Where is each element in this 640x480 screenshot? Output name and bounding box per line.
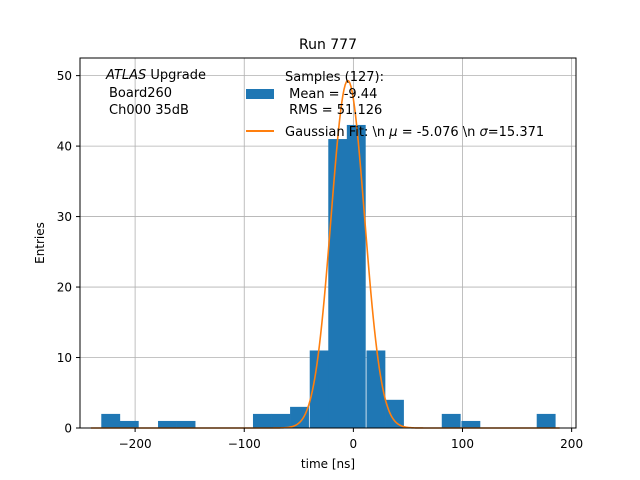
x-axis-ticks: −200 −100 0 100 200 bbox=[119, 428, 583, 451]
histogram-bar-14 bbox=[536, 413, 556, 428]
y-tick-label-3: 30 bbox=[57, 210, 72, 224]
legend: Samples (127): Mean = -9.44 RMS = 51.126… bbox=[246, 70, 544, 140]
x-tick-label-4: 200 bbox=[560, 437, 583, 451]
annotation-atlas-italic: ATLAS bbox=[105, 68, 146, 83]
y-axis-ticks: 0 10 20 30 40 50 bbox=[57, 69, 80, 436]
y-tick-label-0: 0 bbox=[64, 422, 72, 436]
y-tick-label-5: 50 bbox=[57, 69, 72, 83]
histogram-bar-0 bbox=[101, 413, 121, 428]
annotation-line-3: Ch000 35dB bbox=[109, 103, 189, 118]
annotation-line-1: ATLAS Upgrade bbox=[105, 68, 206, 83]
histogram-bar-2 bbox=[158, 420, 177, 428]
histogram-bar-6 bbox=[290, 406, 309, 428]
histogram-bar-8 bbox=[328, 139, 348, 429]
legend-fit-mu: μ bbox=[388, 125, 397, 140]
legend-fit-part-2: = -5.076 \n bbox=[398, 125, 480, 140]
plot-frame bbox=[79, 57, 577, 429]
histogram-bar-3 bbox=[176, 420, 196, 428]
histogram-bar-5 bbox=[271, 413, 291, 428]
histogram-bar-9 bbox=[346, 124, 366, 428]
histogram-bar-13 bbox=[461, 420, 481, 428]
x-tick-label-1: −100 bbox=[228, 437, 261, 451]
histogram-bar-7 bbox=[309, 350, 329, 428]
atlas-annotation: ATLAS Upgrade Board260 Ch000 35dB bbox=[105, 68, 206, 118]
legend-swatch-histogram bbox=[246, 89, 274, 99]
chart-title: Run 777 bbox=[299, 37, 357, 53]
annotation-upgrade: Upgrade bbox=[146, 68, 206, 83]
x-axis-label: time [ns] bbox=[301, 457, 355, 471]
legend-fit-label: Gaussian Fit: \n μ = -5.076 \n σ=15.371 bbox=[285, 125, 544, 140]
histogram-bars bbox=[101, 124, 556, 429]
legend-histogram-line-2: Mean = -9.44 bbox=[285, 87, 377, 102]
x-tick-label-0: −200 bbox=[119, 437, 152, 451]
legend-fit-part-1: Gaussian Fit: \n bbox=[285, 125, 389, 140]
legend-histogram-line-3: RMS = 51.126 bbox=[285, 103, 382, 118]
histogram-bar-10 bbox=[366, 350, 386, 428]
x-tick-label-3: 100 bbox=[451, 437, 474, 451]
annotation-line-2: Board260 bbox=[109, 86, 172, 101]
x-tick-label-2: 0 bbox=[350, 437, 358, 451]
y-tick-label-1: 10 bbox=[57, 351, 72, 365]
legend-histogram-line-1: Samples (127): bbox=[285, 70, 384, 85]
histogram-bar-11 bbox=[385, 399, 404, 428]
legend-fit-sigma: σ bbox=[480, 125, 489, 140]
legend-fit-part-3: =15.371 bbox=[488, 125, 544, 140]
y-axis-label: Entries bbox=[33, 222, 47, 264]
histogram-bar-1 bbox=[119, 420, 139, 428]
histogram-bar-12 bbox=[441, 413, 461, 428]
histogram-bar-4 bbox=[252, 413, 272, 428]
y-tick-label-2: 20 bbox=[57, 281, 72, 295]
y-tick-label-4: 40 bbox=[57, 140, 72, 154]
